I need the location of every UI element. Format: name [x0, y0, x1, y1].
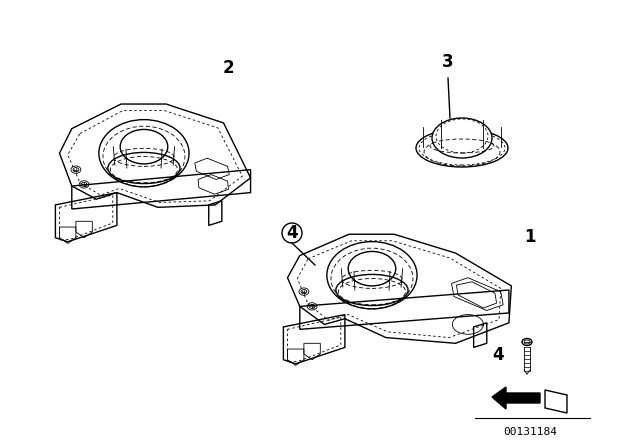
- Text: 2: 2: [222, 59, 234, 77]
- Text: 00131184: 00131184: [503, 427, 557, 437]
- Ellipse shape: [348, 251, 396, 286]
- Text: 4: 4: [492, 346, 504, 364]
- Ellipse shape: [432, 118, 492, 158]
- Ellipse shape: [120, 129, 168, 164]
- Text: 4: 4: [286, 224, 298, 242]
- Text: 3: 3: [442, 53, 454, 71]
- Polygon shape: [492, 387, 540, 409]
- Text: 1: 1: [524, 228, 536, 246]
